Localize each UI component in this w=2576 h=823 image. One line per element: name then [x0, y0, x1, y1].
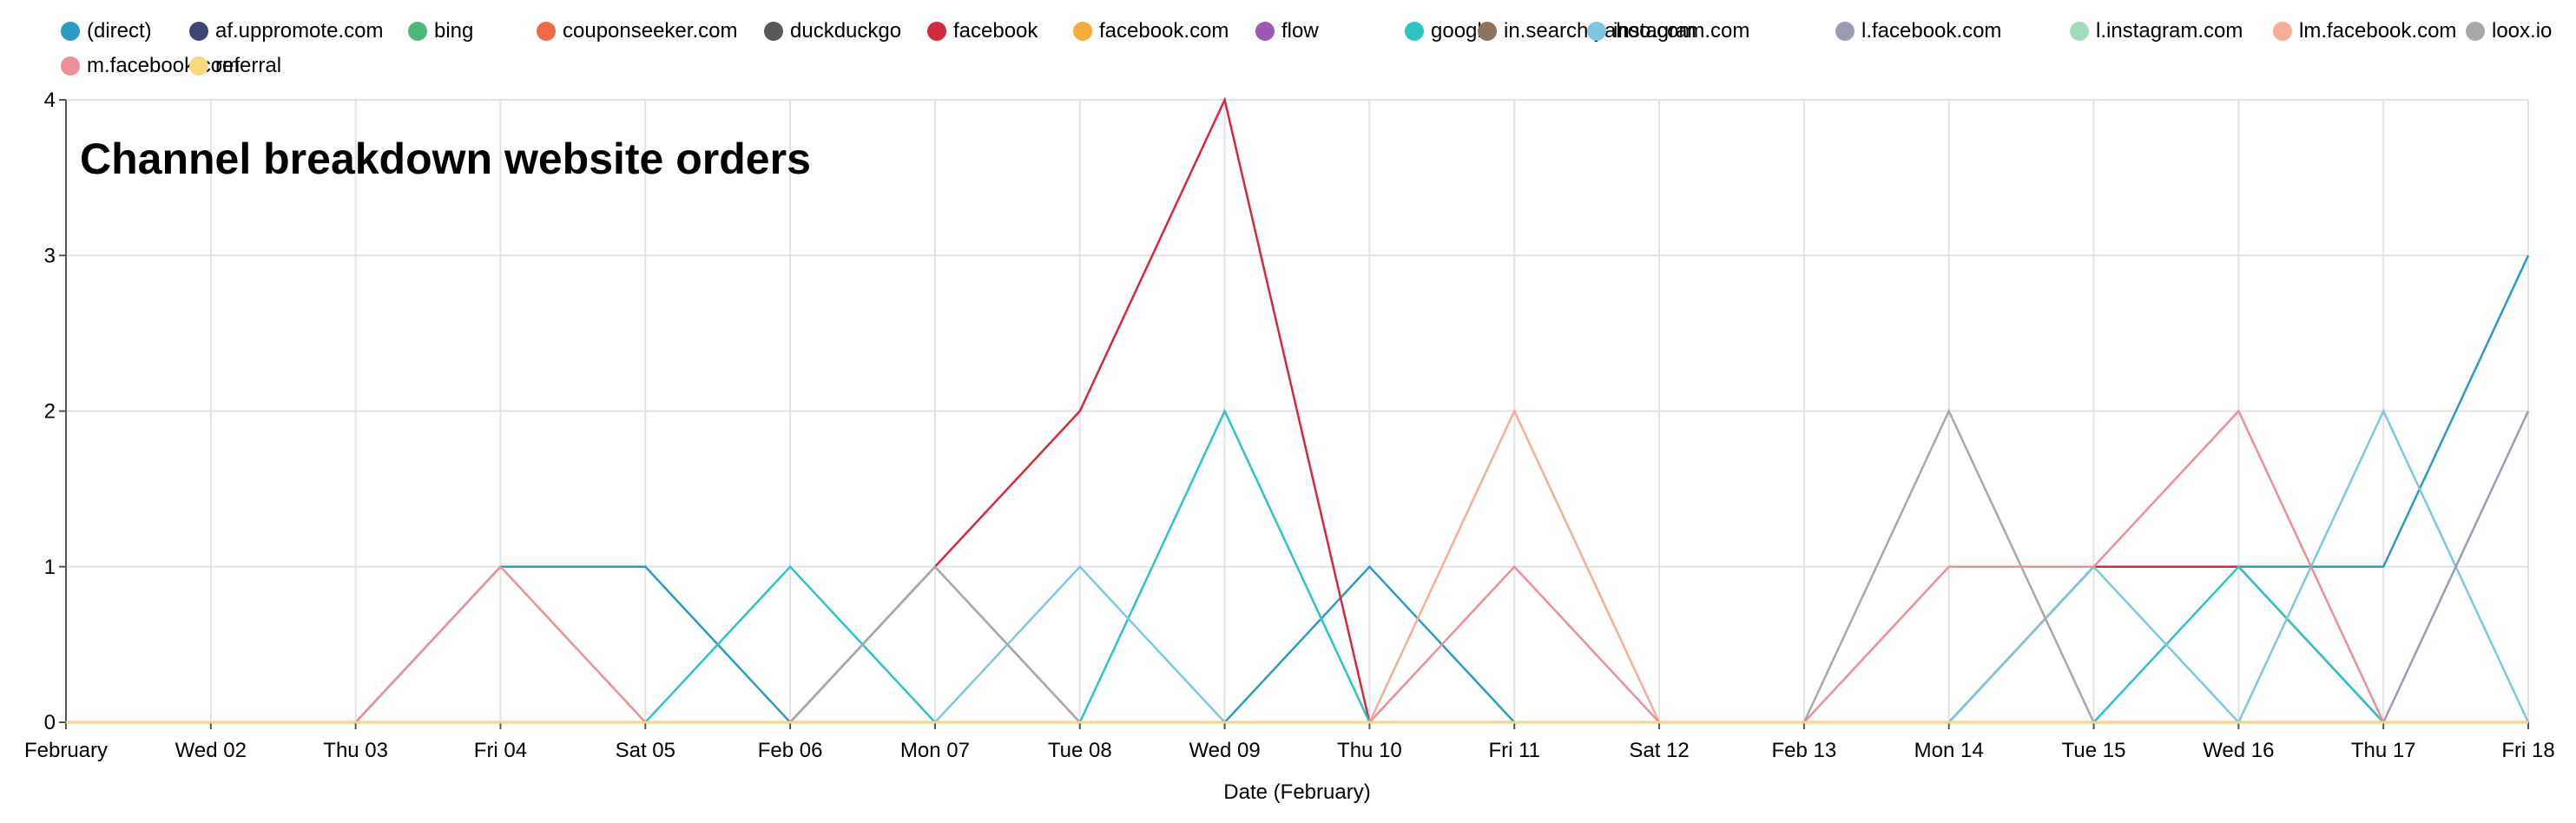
x-tick-label: Feb 06 — [758, 739, 823, 762]
legend-label: instagram.com — [1613, 19, 1750, 43]
legend-swatch — [408, 22, 427, 41]
legend-swatch — [2070, 22, 2089, 41]
legend-label: referral — [215, 54, 282, 77]
x-tick-label: Mon 07 — [900, 739, 970, 762]
legend-item-l-instagram-com[interactable]: l.instagram.com — [2070, 19, 2243, 43]
legend-swatch — [764, 22, 783, 41]
legend-item-flow[interactable]: flow — [1255, 19, 1319, 43]
x-tick-label: Wed 02 — [175, 739, 247, 762]
legend-swatch — [537, 22, 556, 41]
legend-label: flow — [1281, 19, 1319, 43]
legend-label: facebook.com — [1099, 19, 1229, 43]
x-tick-label: Tue 15 — [2062, 739, 2126, 762]
legend-label: m.facebook.com — [87, 54, 240, 77]
legend-item-loox-io[interactable]: loox.io — [2466, 19, 2552, 43]
legend-label: l.facebook.com — [1861, 19, 2002, 43]
y-tick-label: 1 — [44, 556, 56, 579]
x-tick-label: Sat 12 — [1629, 739, 1689, 762]
legend-swatch — [189, 22, 208, 41]
legend-item-direct[interactable]: (direct) — [61, 19, 152, 43]
legend-item-couponseeker-com[interactable]: couponseeker.com — [537, 19, 737, 43]
series-lines — [66, 96, 2530, 725]
y-tick-label: 2 — [44, 400, 56, 424]
x-tick-label: Fri 04 — [474, 739, 527, 762]
legend-item-bing[interactable]: bing — [408, 19, 473, 43]
legend-item-referral[interactable]: referral — [189, 54, 281, 78]
legend-swatch — [1835, 22, 1855, 41]
legend-item-facebook-com[interactable]: facebook.com — [1073, 19, 1229, 43]
legend-label: loox.io — [2492, 19, 2553, 43]
legend-swatch — [189, 56, 208, 76]
y-tick-label: 0 — [44, 711, 56, 734]
legend-swatch — [1255, 22, 1275, 41]
legend-label: couponseeker.com — [563, 19, 738, 43]
y-tick-label: 4 — [44, 89, 56, 112]
legend-swatch — [1587, 22, 1606, 41]
legend-item-duckduckgo[interactable]: duckduckgo — [764, 19, 901, 43]
legend-item-m-facebook-com[interactable]: m.facebook.com — [61, 54, 240, 78]
x-tick-label: Thu 10 — [1337, 739, 1402, 762]
legend-swatch — [1478, 22, 1497, 41]
legend-label: lm.facebook.com — [2299, 19, 2457, 43]
legend-swatch — [61, 22, 80, 41]
legend-item-facebook[interactable]: facebook — [927, 19, 1038, 43]
y-tick-label: 3 — [44, 244, 56, 267]
x-tick-label: Fri 18 — [2501, 739, 2554, 762]
legend-swatch — [2273, 22, 2292, 41]
legend-item-af-uppromote-com[interactable]: af.uppromote.com — [189, 19, 383, 43]
legend-swatch — [927, 22, 946, 41]
chart-title: Channel breakdown website orders — [80, 135, 811, 183]
x-tick-label: Wed 09 — [1189, 739, 1260, 762]
x-tick-label: Thu 17 — [2351, 739, 2416, 762]
x-tick-label: Thu 03 — [323, 739, 388, 762]
x-tick-label: Tue 08 — [1048, 739, 1112, 762]
legend-label: duckduckgo — [790, 19, 902, 43]
x-axis-title: Date (February) — [1223, 780, 1370, 804]
legend-swatch — [1405, 22, 1424, 41]
legend-label: facebook — [953, 19, 1038, 43]
legend-label: l.instagram.com — [2096, 19, 2243, 43]
x-tick-label: Fri 11 — [1488, 739, 1540, 762]
legend-swatch — [1073, 22, 1092, 41]
legend-item-l-facebook-com[interactable]: l.facebook.com — [1835, 19, 2001, 43]
legend-swatch — [61, 56, 80, 76]
legend-label: (direct) — [87, 19, 152, 43]
x-tick-label: Mon 14 — [1914, 739, 1984, 762]
legend-item-lm-facebook-com[interactable]: lm.facebook.com — [2273, 19, 2456, 43]
legend-label: bing — [434, 19, 474, 43]
legend-label: af.uppromote.com — [215, 19, 384, 43]
axes: 0 1 2 3 4 February Wed 02 Thu 03 Fri 04 Sat 05 Feb… — [24, 89, 2555, 762]
x-tick-label: Wed 16 — [2203, 739, 2274, 762]
x-tick-label: February — [24, 739, 108, 762]
x-tick-label: Feb 13 — [1772, 739, 1837, 762]
legend-item-instagram-com[interactable]: instagram.com — [1587, 19, 1749, 43]
legend-swatch — [2466, 22, 2485, 41]
x-tick-label: Sat 05 — [616, 739, 675, 762]
